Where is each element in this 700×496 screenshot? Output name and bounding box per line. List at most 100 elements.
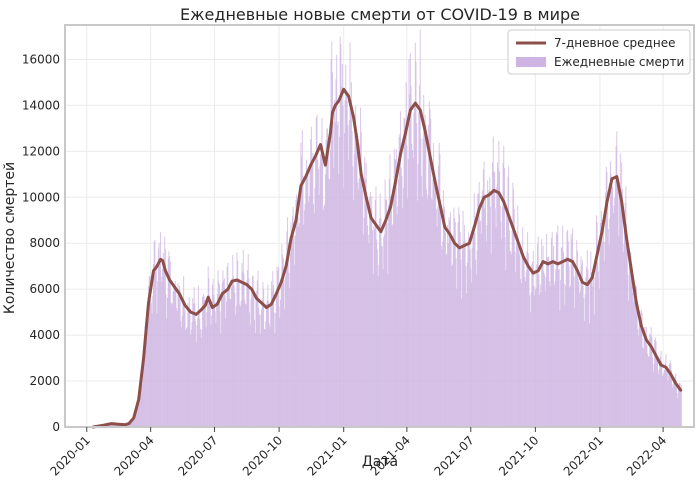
legend-bar-swatch: [516, 57, 546, 67]
daily-death-bar: [271, 290, 273, 427]
daily-death-bar: [638, 336, 640, 427]
daily-death-bar: [629, 261, 631, 427]
daily-death-bar: [633, 284, 635, 427]
daily-death-bar: [133, 413, 135, 427]
daily-death-bar: [664, 363, 666, 427]
daily-death-bar: [344, 100, 346, 428]
daily-death-bar: [473, 193, 475, 427]
daily-death-bar: [498, 140, 500, 427]
daily-death-bar: [492, 136, 494, 427]
daily-death-bar: [126, 424, 128, 427]
daily-death-bar: [147, 309, 149, 427]
daily-death-bar: [504, 237, 506, 427]
daily-death-bar: [401, 176, 403, 427]
daily-death-bar: [268, 323, 270, 427]
daily-death-bar: [405, 82, 407, 427]
daily-death-bar: [412, 157, 414, 428]
daily-death-bar: [142, 364, 144, 427]
legend-label-average: 7-дневное среднее: [554, 36, 675, 50]
daily-death-bar: [313, 213, 315, 427]
daily-death-bar: [151, 313, 153, 427]
daily-death-bar: [258, 307, 260, 427]
daily-death-bar: [644, 327, 646, 427]
daily-death-bar: [584, 293, 586, 427]
daily-death-bar: [279, 317, 281, 427]
daily-death-bar: [623, 244, 625, 427]
daily-death-bar: [162, 268, 164, 427]
daily-death-bar: [383, 237, 385, 427]
daily-death-bar: [674, 376, 676, 427]
daily-death-bar: [548, 281, 550, 427]
daily-death-bar: [450, 233, 452, 427]
daily-death-bar: [434, 176, 436, 427]
daily-death-bar: [423, 94, 425, 427]
daily-death-bar: [166, 318, 168, 427]
daily-death-bar: [482, 190, 484, 427]
daily-death-bar: [645, 337, 647, 427]
daily-death-bar: [200, 337, 202, 427]
daily-death-bar: [595, 215, 597, 427]
daily-death-bar: [358, 178, 360, 427]
daily-death-bar: [490, 253, 492, 427]
daily-death-bar: [628, 254, 630, 427]
daily-death-bar: [612, 213, 614, 427]
daily-death-bar: [515, 243, 517, 427]
daily-death-bar: [277, 270, 279, 427]
daily-death-bar: [649, 333, 651, 427]
daily-death-bar: [556, 234, 558, 427]
daily-death-bar: [353, 154, 355, 427]
daily-death-bar: [251, 288, 253, 427]
daily-death-bar: [592, 286, 594, 427]
daily-death-bar: [224, 295, 226, 427]
daily-death-bar: [197, 317, 199, 427]
daily-death-bar: [207, 302, 209, 427]
daily-death-bar: [534, 295, 536, 427]
daily-death-bar: [550, 264, 552, 427]
daily-death-bar: [467, 242, 469, 427]
daily-death-bar: [240, 306, 242, 427]
avg-line-layer: [91, 87, 683, 429]
daily-death-bar: [558, 268, 560, 427]
daily-death-bar: [234, 292, 236, 427]
daily-death-bar: [235, 314, 237, 427]
daily-death-bar: [567, 241, 569, 427]
daily-death-bar: [340, 44, 342, 427]
daily-death-bar: [533, 285, 535, 427]
daily-death-bar: [393, 149, 395, 427]
daily-death-bar: [446, 253, 448, 427]
daily-death-bar: [614, 180, 616, 427]
daily-death-bar: [172, 291, 174, 427]
daily-death-bar: [215, 322, 217, 427]
daily-death-bar: [214, 311, 216, 427]
daily-death-bar: [416, 123, 418, 428]
daily-death-bar: [677, 398, 679, 427]
daily-death-bar: [641, 313, 643, 427]
y-tick-label: 0: [52, 420, 60, 434]
daily-death-bar: [618, 236, 620, 427]
daily-death-bar: [356, 134, 358, 427]
daily-death-bar: [157, 248, 159, 427]
daily-death-bar: [554, 281, 556, 427]
daily-death-bar: [581, 264, 583, 427]
daily-death-bar: [609, 161, 611, 427]
daily-death-bar: [654, 337, 656, 427]
daily-death-bar: [479, 221, 481, 427]
daily-death-bar: [652, 357, 654, 427]
daily-death-bar: [676, 392, 678, 427]
daily-death-bar: [163, 261, 165, 427]
daily-death-bar: [521, 254, 523, 427]
daily-death-bar: [221, 282, 223, 427]
daily-death-bar: [582, 285, 584, 427]
daily-death-bar: [661, 361, 663, 427]
daily-death-bar: [517, 237, 519, 427]
daily-death-bar: [291, 215, 293, 427]
daily-death-bar: [286, 231, 288, 427]
daily-death-bar: [296, 208, 298, 427]
daily-death-bar: [656, 360, 658, 427]
daily-death-bar: [385, 199, 387, 427]
daily-death-bar: [449, 220, 451, 427]
daily-death-bar: [355, 131, 357, 427]
daily-death-bar: [449, 211, 451, 427]
daily-death-bar: [433, 142, 435, 427]
